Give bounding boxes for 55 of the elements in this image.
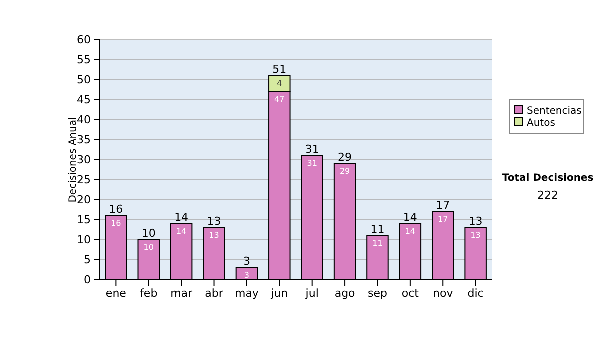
total-label: 16 <box>109 203 124 216</box>
y-tick-label: 20 <box>77 194 91 207</box>
y-tick-label: 10 <box>77 234 91 247</box>
y-tick-label: 35 <box>77 134 91 147</box>
x-tick-label: jun <box>270 286 288 300</box>
x-tick-label: feb <box>140 286 158 300</box>
text: Total Decisiones <box>502 173 594 184</box>
total-label: 14 <box>174 211 189 224</box>
y-tick-label: 60 <box>77 34 91 47</box>
total-label: 13 <box>207 215 222 228</box>
y-tick-label: 30 <box>77 154 91 167</box>
x-tick-label: may <box>234 286 260 300</box>
x-tick-label: oct <box>402 286 420 300</box>
total-label: 11 <box>370 223 385 236</box>
total-label: 31 <box>305 143 320 156</box>
data-label: 13 <box>209 231 220 240</box>
y-tick-label: 50 <box>77 74 91 87</box>
x-tick-label: ago <box>334 286 356 300</box>
data-label: 13 <box>470 231 481 240</box>
x-tick-label: abr <box>205 286 224 300</box>
legend-label: Autos <box>527 118 556 129</box>
y-tick-label: 0 <box>84 274 91 287</box>
y-tick-label: 15 <box>77 214 91 227</box>
x-tick-label: nov <box>433 286 454 300</box>
total-label: 17 <box>436 199 450 212</box>
data-label: 3 <box>244 271 250 280</box>
data-label: 47 <box>274 95 285 104</box>
data-label: 11 <box>372 239 383 248</box>
y-tick-label: 40 <box>77 114 91 127</box>
x-tick-label: dic <box>468 286 484 300</box>
total-label: 51 <box>272 63 287 76</box>
y-tick-label: 25 <box>77 174 91 187</box>
data-label: 31 <box>307 159 318 168</box>
y-tick-label: 45 <box>77 94 91 107</box>
x-tick-label: sep <box>368 286 388 300</box>
total-label: 13 <box>468 215 483 228</box>
legend-label: Sentencias <box>527 106 582 117</box>
text: 222 <box>538 189 558 202</box>
data-label: 4 <box>277 79 282 88</box>
total-label: 3 <box>243 255 250 268</box>
data-label: 16 <box>111 219 122 228</box>
data-label: 17 <box>438 215 448 224</box>
x-tick-label: mar <box>170 286 194 300</box>
total-label: 29 <box>338 151 352 164</box>
y-tick-label: 5 <box>84 254 91 267</box>
total-label: 10 <box>142 227 156 240</box>
y-axis-title: Decisiones Anual <box>68 117 79 203</box>
y-tick-label: 55 <box>77 54 91 67</box>
data-label: 14 <box>176 227 187 236</box>
data-label: 29 <box>340 167 350 176</box>
x-tick-label: jul <box>304 286 319 300</box>
data-label: 10 <box>144 243 154 252</box>
total-label: 14 <box>403 211 418 224</box>
data-label: 14 <box>405 227 416 236</box>
x-tick-label: ene <box>106 286 127 300</box>
